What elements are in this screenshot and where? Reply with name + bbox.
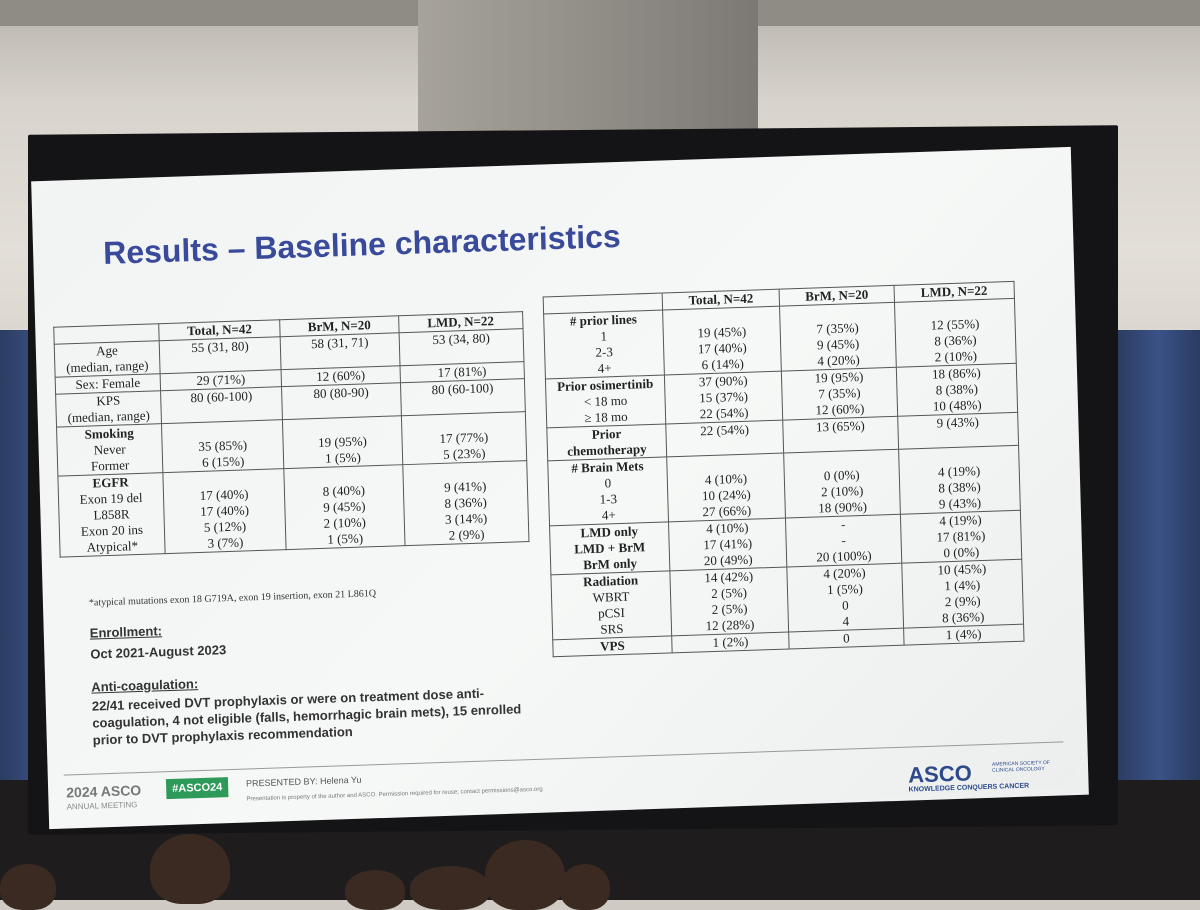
value-cell: 80 (60-100) xyxy=(400,378,526,416)
presenter-credit: PRESENTED BY: Helena Yu xyxy=(246,775,362,789)
row-label-text: VPS xyxy=(599,637,625,654)
audience-heads xyxy=(0,820,1200,910)
cell-value: 1 (4%) xyxy=(945,626,982,643)
row-label: Smoking Never Former xyxy=(56,423,163,477)
audience-head xyxy=(560,864,610,910)
row-label: Radiation WBRT pCSI SRS xyxy=(550,570,672,640)
cell-value: 9 (43%) xyxy=(936,414,980,431)
enrollment-heading: Enrollment: xyxy=(89,623,163,641)
asco-society-name: AMERICAN SOCIETY OF CLINICAL ONCOLOGY xyxy=(991,759,1051,774)
cell-value: 0 xyxy=(842,630,850,646)
anticoag-heading: Anti-coagulation: xyxy=(91,676,199,695)
cell-value: 3 (7%) xyxy=(207,534,244,551)
row-label: # prior lines 1 2-3 4+ xyxy=(543,310,665,379)
value-cell: 0 (0%) 2 (10%) 18 (90%) xyxy=(783,449,901,519)
value-cell: 14 (42%) 2 (5%) 2 (5%) 12 (28%) xyxy=(669,567,789,636)
presentation-slide: Results – Baseline characteristics Total… xyxy=(31,146,1089,830)
value-cell: 80 (60-100) xyxy=(160,386,283,424)
value-cell: 0 xyxy=(788,628,904,649)
cell-value: 1 (2%) xyxy=(712,633,749,650)
presenter-name: Helena Yu xyxy=(319,774,362,787)
value-cell: 80 (80-90) xyxy=(281,382,402,420)
audience-head xyxy=(150,834,230,904)
row-label: Age (median, range) xyxy=(54,340,161,378)
value-cell: 19 (45%) 17 (40%) 6 (14%) xyxy=(662,306,782,375)
value-cell: 8 (40%) 9 (45%) 2 (10%) 1 (5%) xyxy=(284,464,405,550)
value-cell: 37 (90%) 15 (37%) 22 (54%) xyxy=(664,371,783,424)
row-item-label: Atypical* xyxy=(86,538,139,555)
row-label-sub: (median, range) xyxy=(67,407,151,426)
value-cell: 9 (41%) 8 (36%) 3 (14%) 2 (9%) xyxy=(402,460,529,546)
value-cell: 17 (40%) 17 (40%) 5 (12%) 3 (7%) xyxy=(162,468,287,554)
row-label: LMD only LMD + BrM BrM only xyxy=(549,521,670,575)
copyright-notice: Presentation is property of the author a… xyxy=(246,786,543,803)
presenter-prefix: PRESENTED BY: xyxy=(245,776,318,789)
value-cell: 53 (34, 80) xyxy=(398,328,524,366)
value-cell: 4 (10%) 17 (41%) 20 (49%) xyxy=(668,518,788,571)
hashtag-badge: #ASCO24 xyxy=(165,777,229,800)
value-cell: 58 (31, 71) xyxy=(280,332,400,370)
value-cell: 22 (54%) xyxy=(665,420,784,457)
value-cell: 35 (85%) 6 (15%) xyxy=(161,419,285,473)
cell-value: 80 (80-90) xyxy=(313,384,369,402)
value-cell: 19 (95%) 1 (5%) xyxy=(282,415,403,469)
row-label-sub: (median, range) xyxy=(66,357,149,376)
value-cell: 7 (35%) 9 (45%) 4 (20%) xyxy=(779,302,897,372)
row-label-text: Prior chemotherapy xyxy=(567,425,647,459)
value-cell: 17 (77%) 5 (23%) xyxy=(401,411,527,465)
anticoag-text: 22/41 received DVT prophylaxis or were o… xyxy=(91,685,522,748)
audience-head xyxy=(485,840,565,910)
row-label: Prior chemotherapy xyxy=(546,423,667,461)
meeting-subtitle: ANNUAL MEETING xyxy=(66,800,138,812)
audience-head xyxy=(345,870,405,910)
audience-head xyxy=(0,864,56,910)
cell-value: 58 (31, 71) xyxy=(310,334,369,352)
row-label: # Brain Mets 0 1-3 4+ xyxy=(547,456,669,526)
value-cell: 55 (31, 80) xyxy=(159,336,282,374)
table-row: EGFR Exon 19 del L858R Exon 20 ins Atypical*… xyxy=(57,460,529,558)
meeting-logo: 2024 ASCO xyxy=(66,782,142,801)
row-label: KPS (median, range) xyxy=(55,390,162,428)
row-label: EGFR Exon 19 del L858R Exon 20 ins Atypical* xyxy=(57,472,166,558)
baseline-table-left: Total, N=42 BrM, N=20 LMD, N=22 Age (median,… xyxy=(53,311,529,558)
value-cell: 10 (45%) 1 (4%) 2 (9%) 8 (36%) xyxy=(901,559,1024,629)
value-cell: 1 (2%) xyxy=(671,631,790,653)
cell-value: 53 (34, 80) xyxy=(432,330,490,348)
cell-value: 55 (31, 80) xyxy=(191,338,249,356)
value-cell: 13 (65%) xyxy=(782,416,899,454)
value-cell: 18 (86%) 8 (38%) 10 (48%) xyxy=(896,363,1018,417)
cell-value: 80 (60-100) xyxy=(431,380,494,398)
row-label: Prior osimertinib < 18 mo ≥ 18 mo xyxy=(545,374,666,428)
baseline-table-right: Total, N=42 BrM, N=20 LMD, N=22 # prior lin… xyxy=(543,281,1025,657)
value-cell: 4 (19%) 8 (38%) 9 (43%) xyxy=(898,445,1021,515)
cell-value: 22 (54%) xyxy=(700,421,750,439)
value-cell: 19 (95%) 7 (35%) 12 (60%) xyxy=(781,367,898,421)
footnote: *atypical mutations exon 18 G719A, exon … xyxy=(88,588,377,609)
audience-head xyxy=(410,866,490,910)
value-cell: 12 (55%) 8 (36%) 2 (10%) xyxy=(894,298,1017,368)
value-cell: 9 (43%) xyxy=(897,412,1019,450)
cell-value: 2 (9%) xyxy=(448,526,485,543)
value-cell: 4 (10%) 10 (24%) 27 (66%) xyxy=(666,453,786,522)
cell-value: 1 (5%) xyxy=(327,530,364,547)
cell-value: 13 (65%) xyxy=(815,417,865,435)
row-label: VPS xyxy=(552,635,673,657)
value-cell: - -20 (100%) xyxy=(785,514,902,568)
value-cell: 1 (4%) xyxy=(903,624,1025,646)
cell-value: 80 (60-100) xyxy=(190,388,253,406)
value-cell: 4 (19%) 17 (81%) 0 (0%) xyxy=(900,510,1022,564)
slide-title: Results – Baseline characteristics xyxy=(102,217,622,272)
value-cell: 4 (20%) 1 (5%) 0 4 xyxy=(787,563,904,632)
